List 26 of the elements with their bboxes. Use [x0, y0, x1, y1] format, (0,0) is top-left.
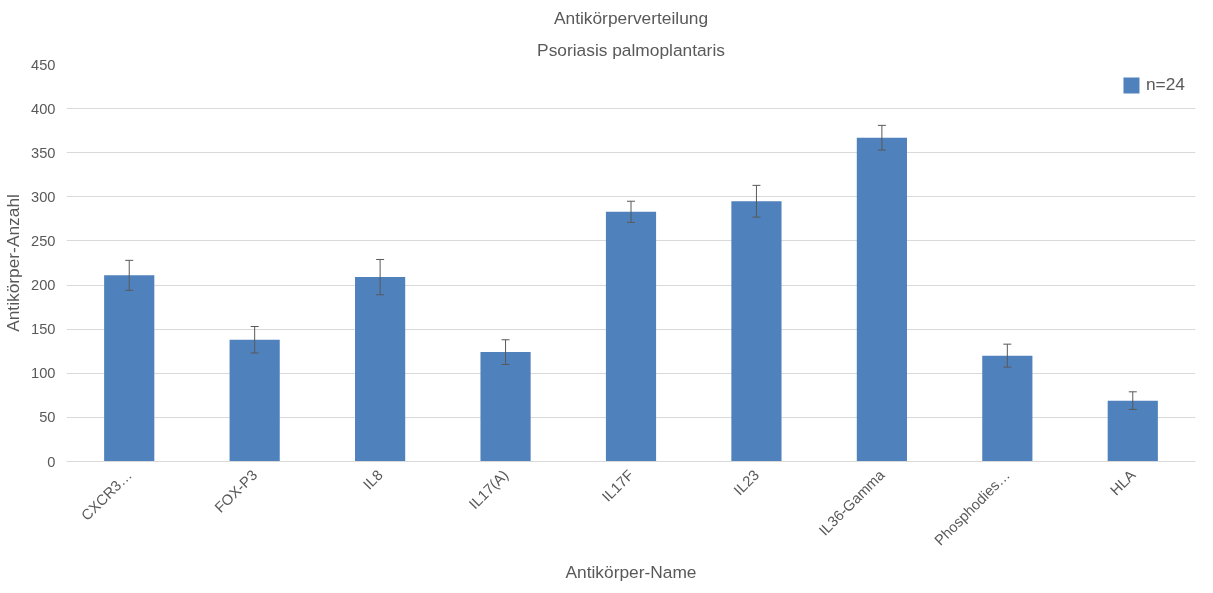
bar: [104, 275, 155, 462]
bar: [480, 352, 531, 462]
chart-title: Antikörperverteilung: [553, 7, 709, 28]
chart-subtitle: Psoriasis palmoplantaris: [537, 39, 726, 60]
y-tick-label: 400: [31, 100, 56, 117]
bar: [229, 339, 280, 462]
legend-label: n=24: [1145, 74, 1185, 95]
x-tick-label: IL8: [360, 466, 386, 493]
y-tick-label: 350: [31, 144, 56, 161]
bar: [1107, 400, 1158, 462]
y-tick-label: 150: [31, 321, 56, 338]
x-axis-title: Antikörper-Name: [565, 562, 697, 583]
y-tick-label: 450: [31, 56, 56, 73]
y-tick-label: 300: [31, 188, 56, 205]
y-axis-title: Antikörper-Anzahl: [3, 194, 24, 332]
bar: [731, 201, 782, 462]
x-tick-label: HLA: [1106, 466, 1139, 499]
bar: [355, 277, 406, 462]
y-tick-label: 50: [39, 409, 56, 426]
bar: [856, 137, 907, 462]
bar: [982, 355, 1033, 462]
y-tick-label: 250: [31, 232, 56, 249]
y-tick-label: 0: [47, 453, 56, 470]
y-tick-label: 200: [31, 277, 56, 294]
bar: [605, 211, 657, 462]
y-tick-label: 100: [31, 365, 56, 382]
